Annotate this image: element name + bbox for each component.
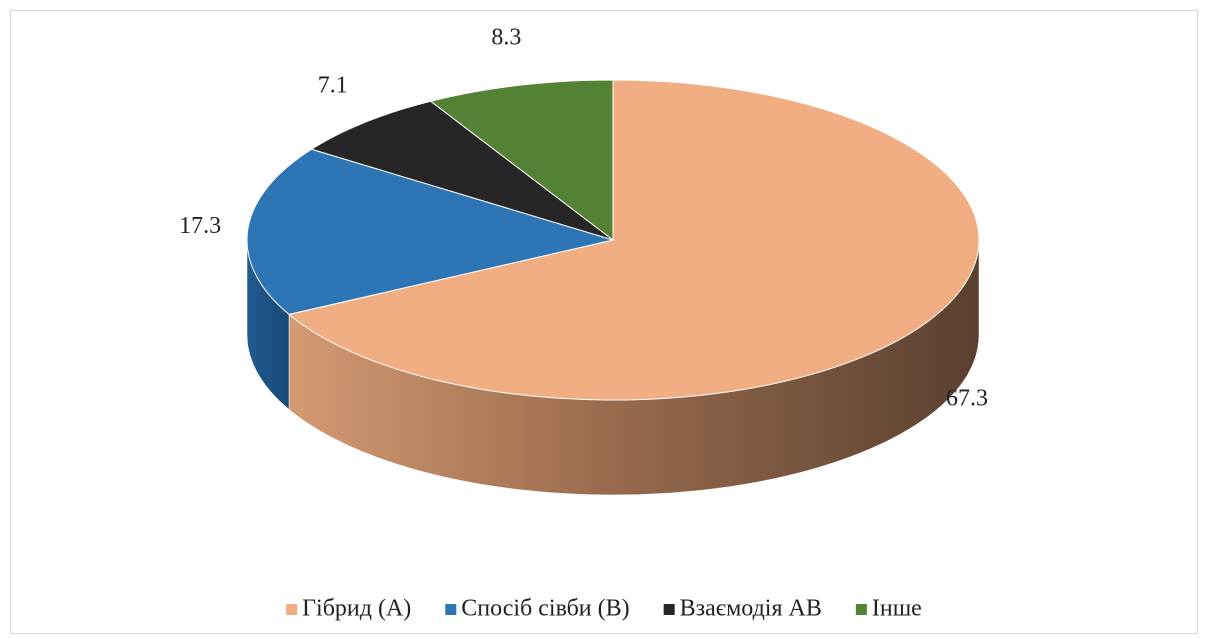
data-label: 17.3 bbox=[179, 213, 221, 239]
legend-label: Інше bbox=[872, 596, 922, 622]
legend-marker bbox=[663, 604, 675, 615]
pie-slice bbox=[287, 79, 980, 401]
data-label: 7.1 bbox=[318, 73, 348, 99]
legend-label: Спосіб сівби (B) bbox=[461, 596, 629, 622]
legend-label: Взаємодія AB bbox=[680, 596, 822, 622]
data-label: 8.3 bbox=[491, 25, 521, 51]
legend-marker bbox=[855, 604, 867, 615]
data-label: 67.3 bbox=[946, 385, 988, 411]
pie-slice bbox=[246, 148, 615, 315]
legend-label: Гібрид (A) bbox=[302, 596, 411, 622]
legend-marker bbox=[286, 604, 298, 615]
legend-marker bbox=[445, 604, 457, 615]
pie-slice bbox=[310, 100, 614, 241]
pie-slice bbox=[429, 79, 614, 242]
